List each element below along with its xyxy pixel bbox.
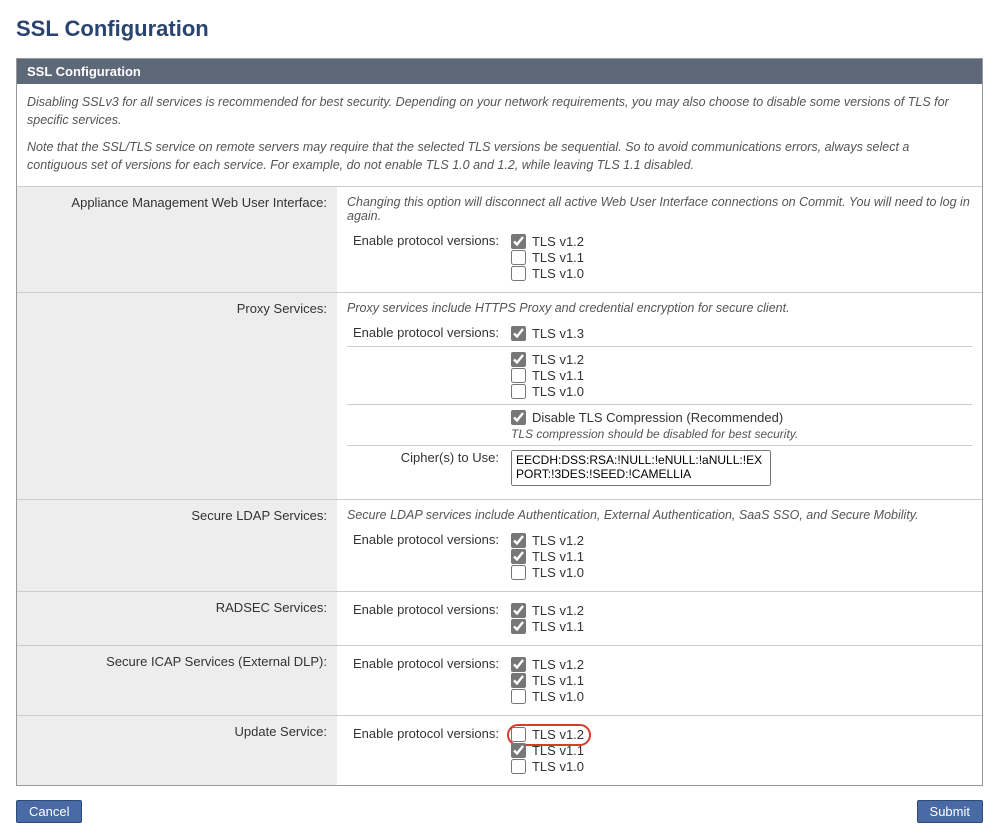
enable-versions-label: Enable protocol versions:	[347, 528, 505, 585]
ldap-label: Secure LDAP Services:	[17, 500, 337, 592]
radsec-tls11-checkbox[interactable]	[511, 619, 526, 634]
icap-tls11-checkbox[interactable]	[511, 673, 526, 688]
intro-text: Disabling SSLv3 for all services is reco…	[17, 84, 982, 187]
proxy-disable-compression-checkbox[interactable]	[511, 410, 526, 425]
enable-versions-label: Enable protocol versions:	[347, 652, 505, 709]
radsec-tls11-label: TLS v1.1	[532, 619, 584, 634]
submit-button[interactable]: Submit	[917, 800, 983, 823]
config-table: Appliance Management Web User Interface:…	[17, 187, 982, 785]
icap-tls12-checkbox[interactable]	[511, 657, 526, 672]
ldap-tls11-label: TLS v1.1	[532, 549, 584, 564]
icap-tls10-label: TLS v1.0	[532, 689, 584, 704]
update-tls10-label: TLS v1.0	[532, 759, 584, 774]
appliance-tls10-checkbox[interactable]	[511, 266, 526, 281]
icap-tls11-label: TLS v1.1	[532, 673, 584, 688]
enable-versions-label: Enable protocol versions:	[347, 229, 505, 286]
update-tls10-checkbox[interactable]	[511, 759, 526, 774]
ssl-config-panel: SSL Configuration Disabling SSLv3 for al…	[16, 58, 983, 786]
intro-paragraph-2: Note that the SSL/TLS service on remote …	[27, 139, 972, 174]
proxy-tls13-label: TLS v1.3	[532, 326, 584, 341]
icap-tls12-label: TLS v1.2	[532, 657, 584, 672]
panel-header: SSL Configuration	[17, 59, 982, 84]
proxy-disable-compression-label: Disable TLS Compression (Recommended)	[532, 410, 783, 425]
proxy-tls11-label: TLS v1.1	[532, 368, 584, 383]
ldap-tls12-checkbox[interactable]	[511, 533, 526, 548]
radsec-label: RADSEC Services:	[17, 592, 337, 646]
enable-versions-label: Enable protocol versions:	[347, 321, 505, 347]
proxy-tls10-checkbox[interactable]	[511, 384, 526, 399]
update-tls12-label: TLS v1.2	[532, 727, 584, 742]
ldap-tls10-label: TLS v1.0	[532, 565, 584, 580]
icap-label: Secure ICAP Services (External DLP):	[17, 646, 337, 716]
proxy-tls12-label: TLS v1.2	[532, 352, 584, 367]
radsec-tls12-checkbox[interactable]	[511, 603, 526, 618]
proxy-note: Proxy services include HTTPS Proxy and c…	[347, 301, 972, 315]
ldap-tls10-checkbox[interactable]	[511, 565, 526, 580]
appliance-tls11-checkbox[interactable]	[511, 250, 526, 265]
ldap-note: Secure LDAP services include Authenticat…	[347, 508, 972, 522]
ldap-tls12-label: TLS v1.2	[532, 533, 584, 548]
update-tls12-checkbox[interactable]	[511, 727, 526, 742]
update-tls11-checkbox[interactable]	[511, 743, 526, 758]
page-title: SSL Configuration	[16, 16, 983, 42]
ciphers-label: Cipher(s) to Use:	[347, 446, 505, 494]
appliance-tls12-label: TLS v1.2	[532, 234, 584, 249]
cipher-textarea[interactable]	[511, 450, 771, 486]
appliance-tls11-label: TLS v1.1	[532, 250, 584, 265]
cancel-button[interactable]: Cancel	[16, 800, 82, 823]
proxy-tls11-checkbox[interactable]	[511, 368, 526, 383]
proxy-tls13-checkbox[interactable]	[511, 326, 526, 341]
update-label: Update Service:	[17, 716, 337, 786]
proxy-compression-note: TLS compression should be disabled for b…	[511, 427, 966, 441]
proxy-label: Proxy Services:	[17, 293, 337, 500]
intro-paragraph-1: Disabling SSLv3 for all services is reco…	[27, 94, 972, 129]
button-row: Cancel Submit	[16, 800, 983, 823]
icap-tls10-checkbox[interactable]	[511, 689, 526, 704]
proxy-tls10-label: TLS v1.0	[532, 384, 584, 399]
enable-versions-label: Enable protocol versions:	[347, 722, 505, 779]
appliance-tls12-checkbox[interactable]	[511, 234, 526, 249]
appliance-tls10-label: TLS v1.0	[532, 266, 584, 281]
ldap-tls11-checkbox[interactable]	[511, 549, 526, 564]
enable-versions-label: Enable protocol versions:	[347, 598, 505, 639]
update-tls11-label: TLS v1.1	[532, 743, 584, 758]
appliance-note: Changing this option will disconnect all…	[347, 195, 972, 223]
appliance-label: Appliance Management Web User Interface:	[17, 187, 337, 293]
radsec-tls12-label: TLS v1.2	[532, 603, 584, 618]
proxy-tls12-checkbox[interactable]	[511, 352, 526, 367]
